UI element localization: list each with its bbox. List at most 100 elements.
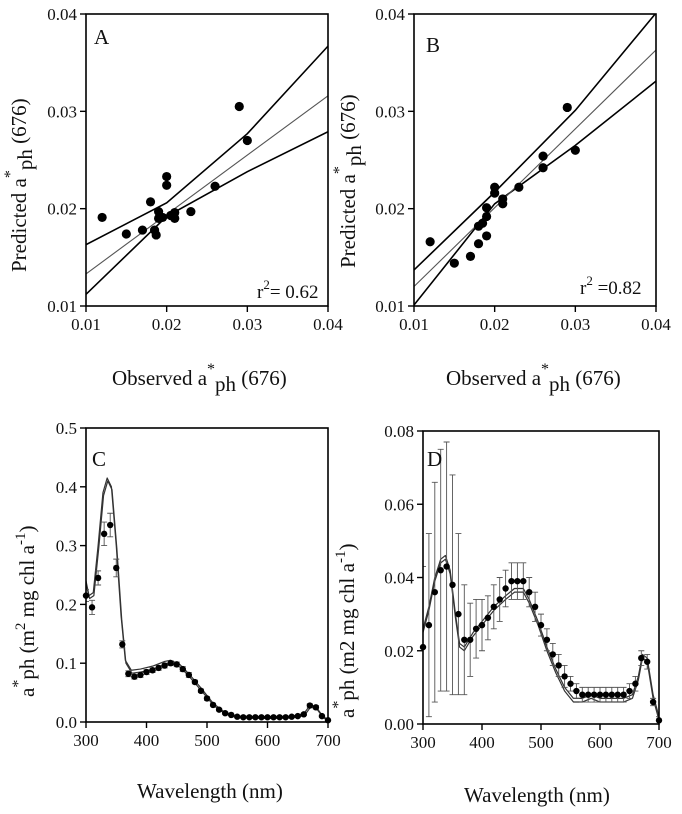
panel-d-data-point [490, 603, 497, 610]
panel-a-y-tick-label: 0.02 [47, 200, 77, 219]
panel-a-y-label: Predicted a*ph (676) [2, 98, 37, 272]
panel-d-model-curve-lower [423, 558, 659, 721]
panel-a-data-point [97, 212, 107, 223]
panel-b-data-point [570, 145, 580, 155]
panel-a-data-point [242, 135, 252, 146]
panel-d-y-label: a*ph (m2 mg chl a-1) [330, 544, 359, 718]
panel-a-x-tick-label: 0.04 [313, 315, 343, 334]
panel-c-data-point [167, 660, 174, 667]
panel-c-y-tick-label: 0.4 [56, 478, 78, 497]
panel-b-ci-lower [414, 80, 656, 306]
panel-d-data-point [461, 636, 468, 643]
panel-b-data-point [482, 231, 492, 241]
panel-b-data-point [498, 194, 508, 204]
panel-d-data-point [638, 654, 645, 662]
panel-d-data-point [590, 691, 598, 698]
panel-a-frame [85, 13, 329, 307]
panel-b-y-tick-label: 0.03 [375, 102, 405, 121]
panel-a-letter: A [94, 25, 110, 49]
panel-c-data-point [155, 664, 162, 672]
panel-c-data-point [137, 671, 144, 679]
panel-d-data-point [502, 585, 509, 592]
panel-b-regression-line [414, 49, 656, 287]
panel-a: A r2= 0.62 0.01 0.02 0.03 0.040.010.020.030… [2, 5, 343, 396]
panel-c-y-tick-label: 0.5 [56, 419, 77, 438]
panel-c-data-point [209, 701, 217, 709]
panel-d-error-bar [423, 566, 426, 724]
panel-c-y-tick-label: 0.0 [56, 713, 77, 732]
panel-d-x-tick-label: 400 [469, 733, 495, 752]
panel-d-data-point [620, 691, 627, 698]
panel-a-y-tick-label: 0.03 [47, 102, 77, 121]
panel-c: C 300 400 500 600 700 0.0 0.1 0.2 0.3 0.4 0.5 Wave… [10, 419, 341, 803]
panel-a-data-point [137, 225, 148, 235]
panel-d-data-point [531, 603, 539, 610]
panel-d-data-point [644, 658, 651, 665]
panel-a-x-tick-label: 0.03 [232, 315, 262, 334]
panel-c-data-point [234, 713, 241, 720]
panel-d-y-tick-label: 0.02 [384, 642, 414, 661]
panel-c-data-point [312, 704, 320, 711]
panel-d-data-point [508, 577, 515, 585]
panel-c-data-point [113, 564, 120, 572]
panel-b-data-point [482, 203, 492, 213]
panel-b-y-tick-label: 0.02 [375, 200, 405, 219]
panel-c-error-bar [86, 589, 89, 602]
panel-c-model-curve-upper [86, 477, 328, 721]
panel-b-data-point [482, 211, 492, 222]
panel-a-r2-label: r2= 0.62 [257, 277, 319, 303]
panel-d-data-point [478, 621, 486, 629]
panel-c-model-curve-lower [86, 480, 328, 722]
panel-d-data-point [555, 662, 562, 669]
panel-a-regression-line [86, 95, 328, 275]
panel-d-data-point [561, 673, 568, 680]
panel-c-data-point [318, 712, 326, 720]
panel-d-data-point [449, 581, 456, 589]
panel-d-data-point [484, 614, 492, 621]
panel-a-data-point [170, 207, 180, 218]
panel-c-data-point [252, 714, 259, 721]
panel-b-x-tick-label: 0.02 [480, 315, 510, 334]
panel-d-data-point [614, 691, 621, 698]
panel-b-frame [413, 13, 657, 307]
panel-c-data-point [240, 714, 247, 721]
panel-c-data-point [88, 604, 96, 611]
panel-d-data-point [520, 577, 527, 585]
panel-d-data-point [579, 691, 586, 698]
panel-b-data-point [477, 218, 488, 228]
panel-b-data-point [514, 182, 524, 192]
panel-b-data-point [538, 151, 548, 161]
panel-c-data-point [288, 713, 295, 720]
panel-d-data-point [596, 691, 604, 698]
panel-a-y-tick-label: 0.04 [47, 5, 77, 24]
panel-b-x-tick-label: 0.01 [399, 315, 429, 334]
panel-c-data-point [100, 530, 108, 538]
panel-a-data-point [151, 230, 161, 240]
panel-c-data-point [143, 668, 150, 676]
panel-a-x-tick-label: 0.02 [152, 315, 182, 334]
panel-d-data-point [585, 691, 592, 698]
panel-c-data-point [258, 714, 265, 721]
panel-d-letter: D [427, 447, 442, 471]
panel-c-data-point [215, 706, 223, 713]
panel-d-data-point [649, 698, 657, 706]
panel-b-data-point [473, 239, 484, 249]
panel-d-data-point [602, 691, 610, 698]
panel-d-error-bar [656, 716, 659, 724]
panel-d-data-point [549, 651, 556, 658]
panel-b-data-point [449, 258, 459, 268]
panel-d-data-point [567, 680, 574, 687]
panel-d-data-point [573, 687, 580, 695]
panel-d-data-point [443, 563, 450, 570]
panel-c-data-point [264, 714, 271, 721]
panel-b-data-point [562, 102, 572, 113]
panel-b-x-tick-label: 0.04 [641, 315, 671, 334]
panel-c-y-tick-label: 0.1 [56, 654, 77, 673]
panel-d-y-tick-label: 0.04 [384, 569, 414, 588]
panel-c-data-point [282, 714, 289, 721]
panel-a-ticks: 0.01 0.02 0.03 0.04 0.01 0.02 0.03 0.04 [47, 5, 343, 334]
panel-c-data-point [119, 641, 126, 648]
panel-a-x-label: Observed a*ph (676) [112, 361, 287, 396]
panel-b-data-point [490, 182, 500, 192]
